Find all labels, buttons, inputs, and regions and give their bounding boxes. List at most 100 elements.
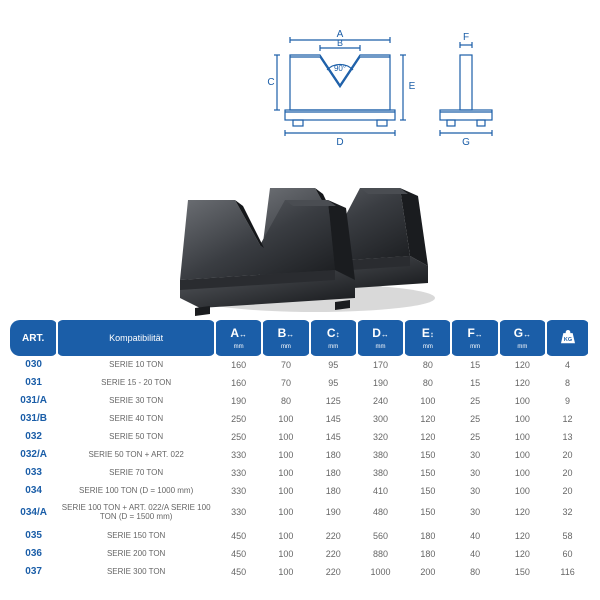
cell-art: 034 (10, 482, 57, 500)
cell-kg: 116 (546, 563, 589, 581)
cell-a: 330 (215, 464, 262, 482)
table-row: 031/BSERIE 40 TON2501001453001202510012 (10, 410, 589, 428)
cell-a: 330 (215, 482, 262, 500)
cell-e: 150 (404, 500, 451, 525)
cell-kg: 9 (546, 392, 589, 410)
cell-kg: 32 (546, 500, 589, 525)
table-row: 032/ASERIE 50 TON + ART. 022330 100 180380… (10, 446, 589, 464)
cell-kg: 12 (546, 410, 589, 428)
cell-f: 30 (451, 482, 498, 500)
cell-d: 190 (357, 374, 404, 392)
dim-label-c: C (267, 77, 274, 88)
cell-a: 160 (215, 374, 262, 392)
header-kg: KG (546, 320, 589, 356)
cell-b: 100 (262, 563, 309, 581)
cell-b: 80 (262, 392, 309, 410)
weight-icon: KG (560, 330, 576, 344)
cell-compat: SERIE 50 TON (57, 428, 215, 446)
cell-a: 330 (215, 500, 262, 525)
header-dim-g: Gmm (499, 320, 546, 356)
header-dim-f: Fmm (451, 320, 498, 356)
cell-c: 180 (310, 446, 357, 464)
table-row: 034/ASERIE 100 TON + ART. 022/A SERIE 10… (10, 500, 589, 525)
header-dim-e: Emm (404, 320, 451, 356)
cell-e: 120 (404, 428, 451, 446)
cell-e: 80 (404, 356, 451, 374)
cell-c: 220 (310, 563, 357, 581)
cell-b: 100 (262, 428, 309, 446)
cell-e: 80 (404, 374, 451, 392)
dim-label-b: B (337, 38, 343, 48)
cell-a: 190 (215, 392, 262, 410)
cell-g: 120 (499, 374, 546, 392)
cell-g: 100 (499, 428, 546, 446)
cell-g: 100 (499, 446, 546, 464)
table-row: 037SERIE 300 TON450100220100020080150116 (10, 563, 589, 581)
cell-compat: SERIE 150 TON (57, 525, 215, 545)
cell-kg: 60 (546, 545, 589, 563)
cell-compat: SERIE 10 TON (57, 356, 215, 374)
cell-c: 125 (310, 392, 357, 410)
cell-b: 70 (262, 374, 309, 392)
cell-compat: SERIE 100 TON (D = 1000 mm) (57, 482, 215, 500)
cell-d: 380 (357, 446, 404, 464)
header-compat: Kompatibilität (57, 320, 215, 356)
table-row: 034SERIE 100 TON (D = 1000 mm)3301001804… (10, 482, 589, 500)
cell-art: 031/A (10, 392, 57, 410)
cell-art: 032/A (10, 446, 57, 464)
dim-label-d: D (336, 137, 343, 148)
cell-f: 40 (451, 545, 498, 563)
cell-e: 100 (404, 392, 451, 410)
header-dim-a: Amm (215, 320, 262, 356)
cell-d: 880 (357, 545, 404, 563)
cell-a: 450 (215, 525, 262, 545)
cell-c: 145 (310, 428, 357, 446)
cell-kg: 8 (546, 374, 589, 392)
cell-c: 190 (310, 500, 357, 525)
cell-c: 220 (310, 525, 357, 545)
cell-art: 031 (10, 374, 57, 392)
cell-f: 25 (451, 392, 498, 410)
cell-b: 100 (262, 464, 309, 482)
cell-compat: SERIE 50 TON + ART. 022 (57, 446, 215, 464)
cell-compat: SERIE 300 TON (57, 563, 215, 581)
cell-art: 036 (10, 545, 57, 563)
table-row: 035SERIE 150 TON4501002205601804012058 (10, 525, 589, 545)
cell-g: 100 (499, 410, 546, 428)
cell-art: 037 (10, 563, 57, 581)
cell-compat: SERIE 100 TON + ART. 022/A SERIE 100 TON… (57, 500, 215, 525)
cell-art: 034/A (10, 500, 57, 525)
cell-c: 180 (310, 464, 357, 482)
cell-g: 120 (499, 500, 546, 525)
cell-compat: SERIE 40 TON (57, 410, 215, 428)
cell-d: 560 (357, 525, 404, 545)
diagram-area: A 90° B C D E F G (0, 20, 600, 310)
cell-d: 1000 (357, 563, 404, 581)
cell-c: 180 (310, 482, 357, 500)
cell-compat: SERIE 70 TON (57, 464, 215, 482)
cell-e: 200 (404, 563, 451, 581)
cell-f: 80 (451, 563, 498, 581)
cell-art: 031/B (10, 410, 57, 428)
cell-d: 410 (357, 482, 404, 500)
table-body: 030SERIE 10 TON160709517080151204031SERI… (10, 356, 589, 581)
cell-kg: 20 (546, 464, 589, 482)
cell-c: 95 (310, 356, 357, 374)
cell-art: 033 (10, 464, 57, 482)
table-header: ART. Kompatibilität Amm Bmm Cmm Dmm Emm … (10, 320, 589, 356)
cell-a: 330 (215, 446, 262, 464)
cell-e: 150 (404, 482, 451, 500)
header-dim-c: Cmm (310, 320, 357, 356)
svg-text:KG: KG (563, 337, 571, 343)
table-row: 036SERIE 200 TON4501002208801804012060 (10, 545, 589, 563)
cell-a: 160 (215, 356, 262, 374)
dim-label-g: G (462, 137, 470, 148)
cell-b: 100 (262, 500, 309, 525)
dim-label-f: F (463, 32, 469, 43)
cell-f: 40 (451, 525, 498, 545)
cell-g: 120 (499, 525, 546, 545)
cell-b: 100 (262, 482, 309, 500)
cell-compat: SERIE 200 TON (57, 545, 215, 563)
cell-e: 150 (404, 464, 451, 482)
cell-compat: SERIE 30 TON (57, 392, 215, 410)
